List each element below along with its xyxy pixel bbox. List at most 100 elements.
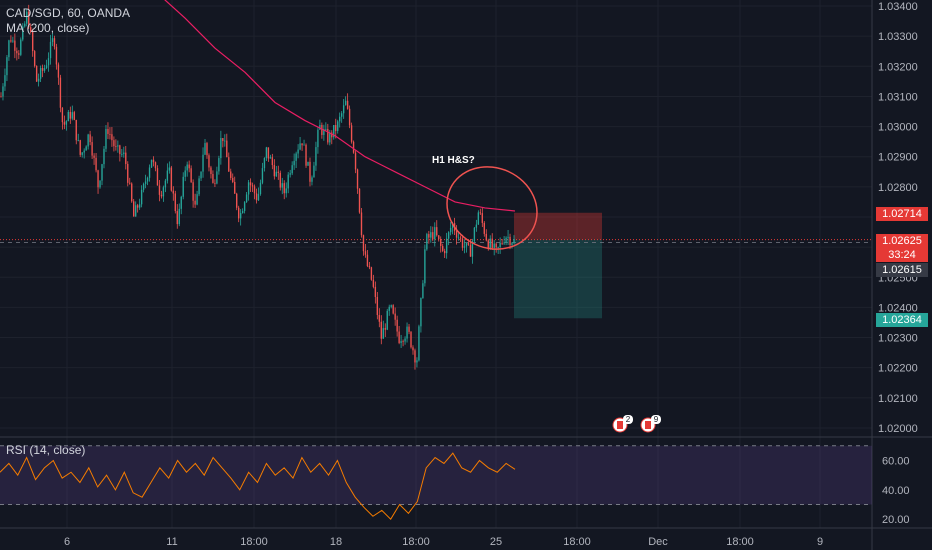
candle-body [73,112,75,120]
y-tick-label: 1.03400 [878,1,918,13]
current-price-tag: 1.02625 [876,234,928,248]
candle-body [271,157,274,166]
candle-body [176,211,178,225]
y-tick-label: 1.03100 [878,91,918,103]
candle-body [146,177,149,182]
candle-body [196,194,198,205]
candle-body [127,163,129,183]
candle-body [154,162,157,169]
candle-body [97,170,99,188]
candle-body [372,279,375,287]
y-tick-label: 1.03000 [878,122,918,134]
candle-body [420,297,422,327]
candle-body [382,328,384,339]
candle-body [16,50,18,54]
candle-body [315,147,317,166]
candle-body [378,315,381,322]
candle-body [121,153,123,155]
candle-body [125,152,127,164]
take-profit-zone [514,239,602,319]
candle-body [348,108,351,126]
candle-body [354,152,357,170]
candle-body [325,128,327,130]
candle-body [37,78,40,82]
candle-body [412,347,414,351]
candle-body [404,338,406,342]
candle-body [505,237,507,243]
candle-body [206,143,208,156]
candle-body [101,164,103,181]
candle-body [426,234,428,250]
candle-body [129,182,131,184]
candle-body [164,180,167,188]
candle-body [483,222,485,234]
candle-body [119,145,121,155]
symbol-legend[interactable]: CAD/SGD, 60, OANDA MA (200, close) [6,6,130,36]
candle-body [339,116,341,122]
canada-flag-icon: 2 [612,415,633,433]
flag-mark [617,421,623,429]
candle-body [53,38,56,47]
candle-body [131,183,133,202]
y-tick-label: 1.02400 [878,302,918,314]
candle-body [204,143,206,155]
annotation-label: H1 H&S? [432,155,475,166]
candle-body [487,240,489,249]
candle-body [495,243,497,248]
candle-body [152,159,155,163]
candle-body [200,171,202,179]
candle-body [33,51,36,66]
candle-body [109,133,111,135]
candle-body [245,194,248,203]
candle-body [2,86,4,97]
candle-body [267,147,270,159]
event-count-bubble [623,415,633,424]
candle-body [243,202,246,211]
candle-body [317,129,319,148]
candle-body [410,331,412,348]
candle-body [148,167,151,178]
candle-body [115,146,117,147]
candle-body [287,174,289,189]
candle-body [438,235,440,239]
x-tick-label: 18:00 [563,536,591,548]
candle-body [432,232,434,240]
candle-body [87,134,89,147]
candle-body [158,185,161,195]
candle-body [485,233,487,241]
candle-body [18,53,20,55]
candle-body [12,40,14,42]
candle-body [105,128,107,149]
candle-body [275,171,278,177]
candle-body [513,238,515,244]
candle-body [168,167,171,171]
ma-legend[interactable]: MA (200, close) [6,21,90,35]
candle-body [499,242,501,248]
candle-body [463,246,466,248]
x-tick-label: 25 [490,536,502,548]
candle-body [24,23,26,27]
candle-body [337,121,339,131]
rsi-tick-label: 40.00 [882,485,910,497]
candle-body [358,188,361,213]
rsi-legend[interactable]: RSI (14, close) [6,443,86,457]
candle-body [192,182,194,201]
candle-body [249,182,252,186]
candle-body [430,232,432,238]
rsi-tick-label: 60.00 [882,455,910,467]
candle-body [22,26,24,40]
candle-body [47,58,50,66]
candle-body [459,237,462,239]
candle-body [99,180,101,188]
countdown-tag: 33:24 [876,248,928,262]
x-tick-label: 9 [817,536,823,548]
candle-body [214,182,216,184]
candle-body [79,140,81,155]
event-count-bubble [651,415,661,424]
candle-body [202,154,204,172]
candle-body [443,250,446,254]
y-tick-label: 1.03300 [878,31,918,43]
candle-body [368,266,371,268]
candle-body [436,227,438,236]
